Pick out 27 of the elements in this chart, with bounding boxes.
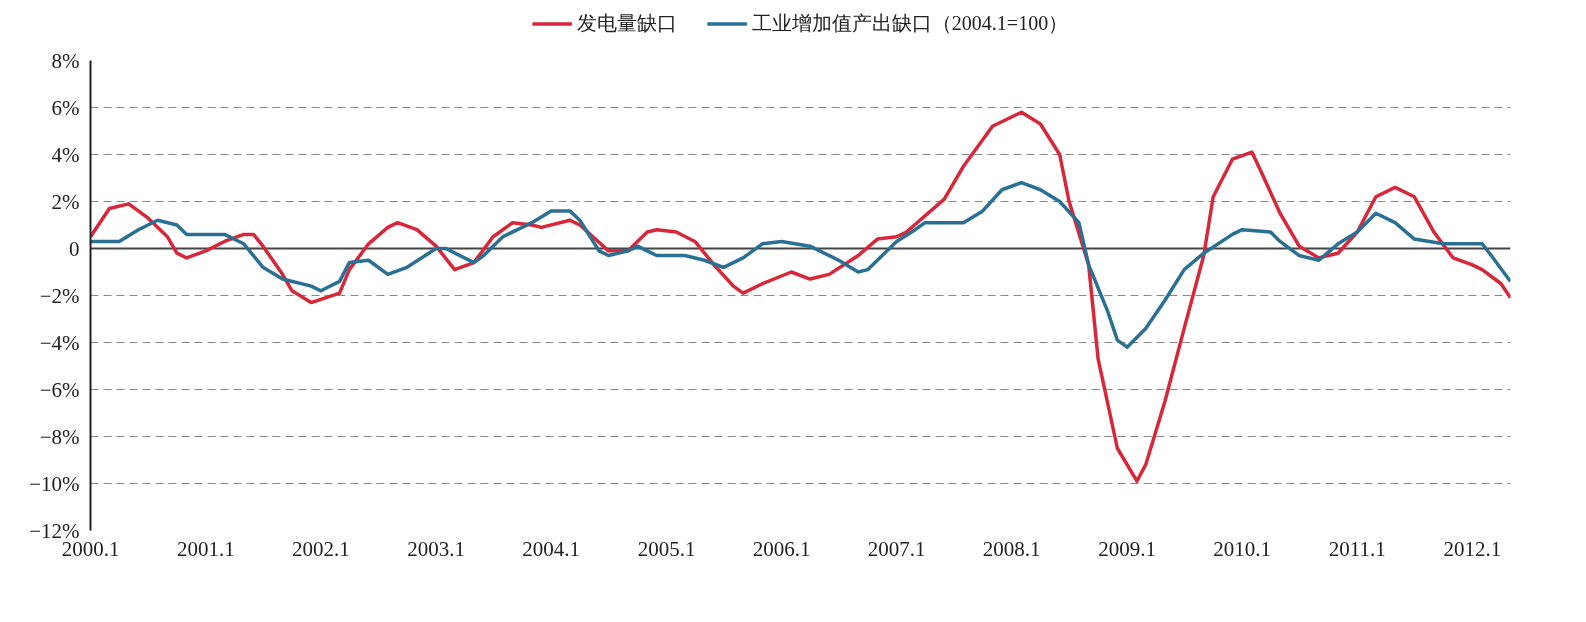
x-tick-label: 2011.1 bbox=[1328, 536, 1386, 561]
y-tick-label: 2% bbox=[51, 189, 80, 214]
x-tick-label: 2007.1 bbox=[867, 536, 926, 561]
x-tick-label: 2012.1 bbox=[1443, 536, 1502, 561]
line-series bbox=[90, 180, 1511, 349]
x-tick-label: 2005.1 bbox=[637, 536, 696, 561]
y-tick-label: −4% bbox=[39, 330, 80, 355]
x-tick-label: 2006.1 bbox=[752, 536, 811, 561]
y-tick-label: −6% bbox=[39, 377, 80, 402]
legend-label: 工业增加值产出缺口（2004.1=100） bbox=[751, 10, 1069, 36]
y-tick-label: −8% bbox=[39, 424, 80, 449]
y-tick-label: 8% bbox=[51, 48, 80, 73]
y-tick-label: 4% bbox=[51, 142, 80, 167]
y-tick-label: 0 bbox=[69, 236, 80, 261]
x-tick-label: 2008.1 bbox=[982, 536, 1041, 561]
line-series bbox=[90, 110, 1511, 483]
x-tick-label: 2003.1 bbox=[407, 536, 465, 561]
legend-label: 发电量缺口 bbox=[576, 10, 677, 36]
y-tick-label: −12% bbox=[29, 518, 80, 543]
x-tick-label: 2001.1 bbox=[177, 536, 235, 561]
y-tick-label: −2% bbox=[39, 283, 80, 308]
x-tick-label: 2010.1 bbox=[1213, 536, 1272, 561]
x-tick-label: 2002.1 bbox=[292, 536, 350, 561]
x-tick-label: 2004.1 bbox=[522, 536, 580, 561]
y-tick-label: −10% bbox=[29, 471, 80, 496]
x-tick-label: 2009.1 bbox=[1098, 536, 1156, 561]
y-tick-label: 6% bbox=[51, 95, 80, 120]
